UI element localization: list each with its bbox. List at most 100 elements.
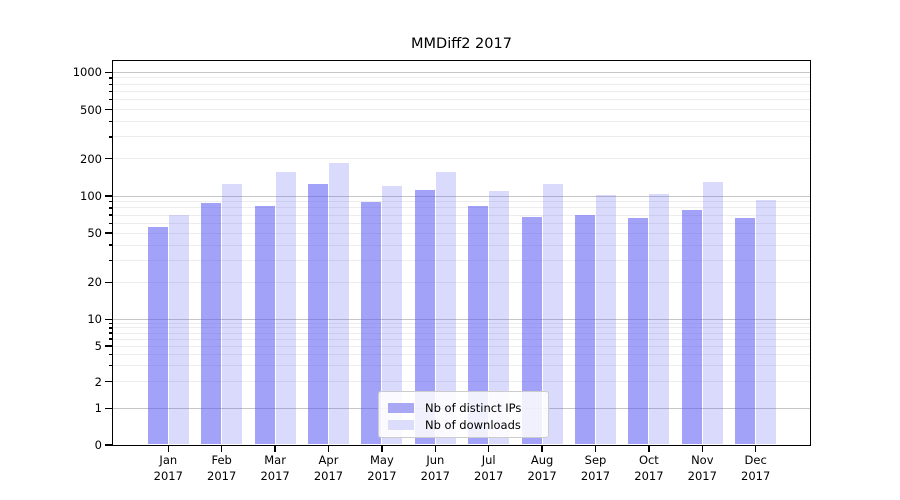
bar-downloads-feb [222, 184, 243, 445]
chart-title: MMDiff2 2017 [411, 36, 512, 52]
bar-distinct-ips-feb [201, 202, 222, 445]
gridline-80 [113, 207, 810, 209]
bar-distinct-ips-jun [414, 189, 435, 445]
legend: Nb of distinct IPs Nb of downloads [378, 391, 549, 438]
x-tick-aug [541, 446, 543, 452]
bar-downloads-aug [542, 183, 563, 445]
y-tick-label-20: 20 [87, 275, 102, 290]
plot-area [112, 59, 811, 446]
y-tick-40 [108, 244, 112, 246]
gridline-70 [113, 214, 810, 216]
x-tick-apr [327, 446, 330, 452]
x-tick-sep [594, 446, 597, 452]
y-tick-50 [105, 232, 112, 234]
legend-label-downloads: Nb of downloads [425, 417, 521, 432]
y-tick-800 [108, 83, 112, 85]
x-tick-label-aug: Aug 2017 [527, 453, 557, 483]
y-tick-900 [108, 77, 112, 79]
bar-distinct-ips-jan [147, 227, 168, 445]
y-tick-label-100: 100 [80, 189, 102, 203]
x-tick-feb [221, 446, 223, 452]
gridline-5 [113, 345, 810, 347]
y-tick-200 [105, 158, 112, 160]
bar-downloads-dec [756, 199, 777, 445]
y-tick-label-1000: 1000 [72, 65, 102, 80]
y-tick-8 [108, 327, 112, 329]
y-tick-600 [108, 99, 112, 101]
gridline-50 [113, 232, 810, 234]
gridline-40 [113, 244, 810, 246]
gridline-60 [113, 222, 810, 224]
legend-label-distinct-ips: Nb of distinct IPs [425, 400, 522, 415]
bar-downloads-jul [489, 190, 510, 445]
x-tick-label-dec: Dec 2017 [741, 453, 771, 483]
y-tick-2 [105, 380, 112, 383]
x-tick-label-oct: Oct 2017 [634, 453, 664, 483]
x-tick-jan [167, 446, 169, 452]
bar-downloads-mar [275, 171, 296, 445]
gridline-500 [113, 109, 810, 111]
x-tick-oct [648, 446, 650, 452]
x-tick-label-nov: Nov 2017 [687, 453, 717, 483]
gridline-1000 [113, 71, 810, 73]
y-tick-500 [105, 108, 112, 111]
bar-downloads-apr [329, 162, 349, 445]
bar-downloads-oct [649, 193, 670, 445]
y-tick-label-200: 200 [80, 151, 102, 166]
y-tick-label-1: 1 [94, 401, 102, 416]
gridline-600 [113, 99, 810, 101]
bar-distinct-ips-apr [308, 184, 328, 445]
y-tick-70 [108, 214, 112, 216]
bar-distinct-ips-nov [681, 209, 702, 445]
y-tick-0 [105, 444, 112, 446]
y-tick-100 [105, 195, 112, 197]
gridline-30 [113, 259, 810, 261]
x-tick-jun [434, 446, 436, 452]
gridline-8 [113, 327, 810, 329]
x-tick-label-sep: Sep 2017 [580, 453, 611, 483]
gridline-2 [113, 381, 810, 382]
y-tick-20 [105, 281, 112, 283]
bar-downloads-jan [168, 215, 189, 445]
bar-distinct-ips-aug [521, 217, 542, 445]
y-tick-80 [108, 207, 112, 209]
legend-swatch-downloads [388, 419, 414, 430]
y-tick-9 [108, 322, 112, 325]
x-tick-label-jan: Jan 2017 [153, 453, 183, 483]
bar-distinct-ips-may [361, 201, 382, 445]
x-tick-dec [755, 446, 757, 452]
y-tick-label-50: 50 [87, 226, 102, 241]
y-tick-1000 [105, 71, 112, 73]
y-tick-label-0: 0 [94, 438, 102, 452]
x-tick-label-feb: Feb 2017 [207, 453, 237, 483]
gridline-20 [113, 281, 810, 283]
y-tick-label-2: 2 [94, 374, 102, 389]
gridline-9 [113, 322, 810, 324]
y-tick-60 [108, 222, 112, 224]
x-tick-label-apr: Apr 2017 [313, 453, 344, 483]
y-tick-1 [105, 407, 112, 409]
x-tick-may [381, 446, 383, 452]
y-tick-400 [108, 120, 112, 123]
bar-downloads-jun [435, 171, 456, 445]
bar-distinct-ips-oct [628, 218, 649, 445]
gridline-10 [113, 318, 810, 320]
y-tick-label-500: 500 [80, 102, 102, 117]
gridline-200 [113, 158, 810, 160]
gridline-7 [113, 332, 810, 334]
bar-distinct-ips-sep [575, 215, 595, 445]
x-tick-mar [274, 446, 276, 452]
gridline-900 [113, 77, 810, 79]
x-tick-label-jun: Jun 2017 [420, 453, 450, 483]
y-tick-3 [108, 365, 112, 367]
gridline-100 [113, 195, 810, 197]
y-tick-label-10: 10 [87, 312, 102, 327]
x-tick-nov [701, 446, 703, 452]
legend-item-downloads: Nb of downloads [388, 416, 538, 433]
y-tick-10 [105, 318, 112, 320]
x-tick-label-may: May 2017 [367, 453, 397, 483]
y-tick-6 [108, 338, 112, 340]
gridline-400 [113, 121, 810, 123]
gridline-700 [113, 90, 810, 92]
y-tick-700 [108, 90, 112, 93]
